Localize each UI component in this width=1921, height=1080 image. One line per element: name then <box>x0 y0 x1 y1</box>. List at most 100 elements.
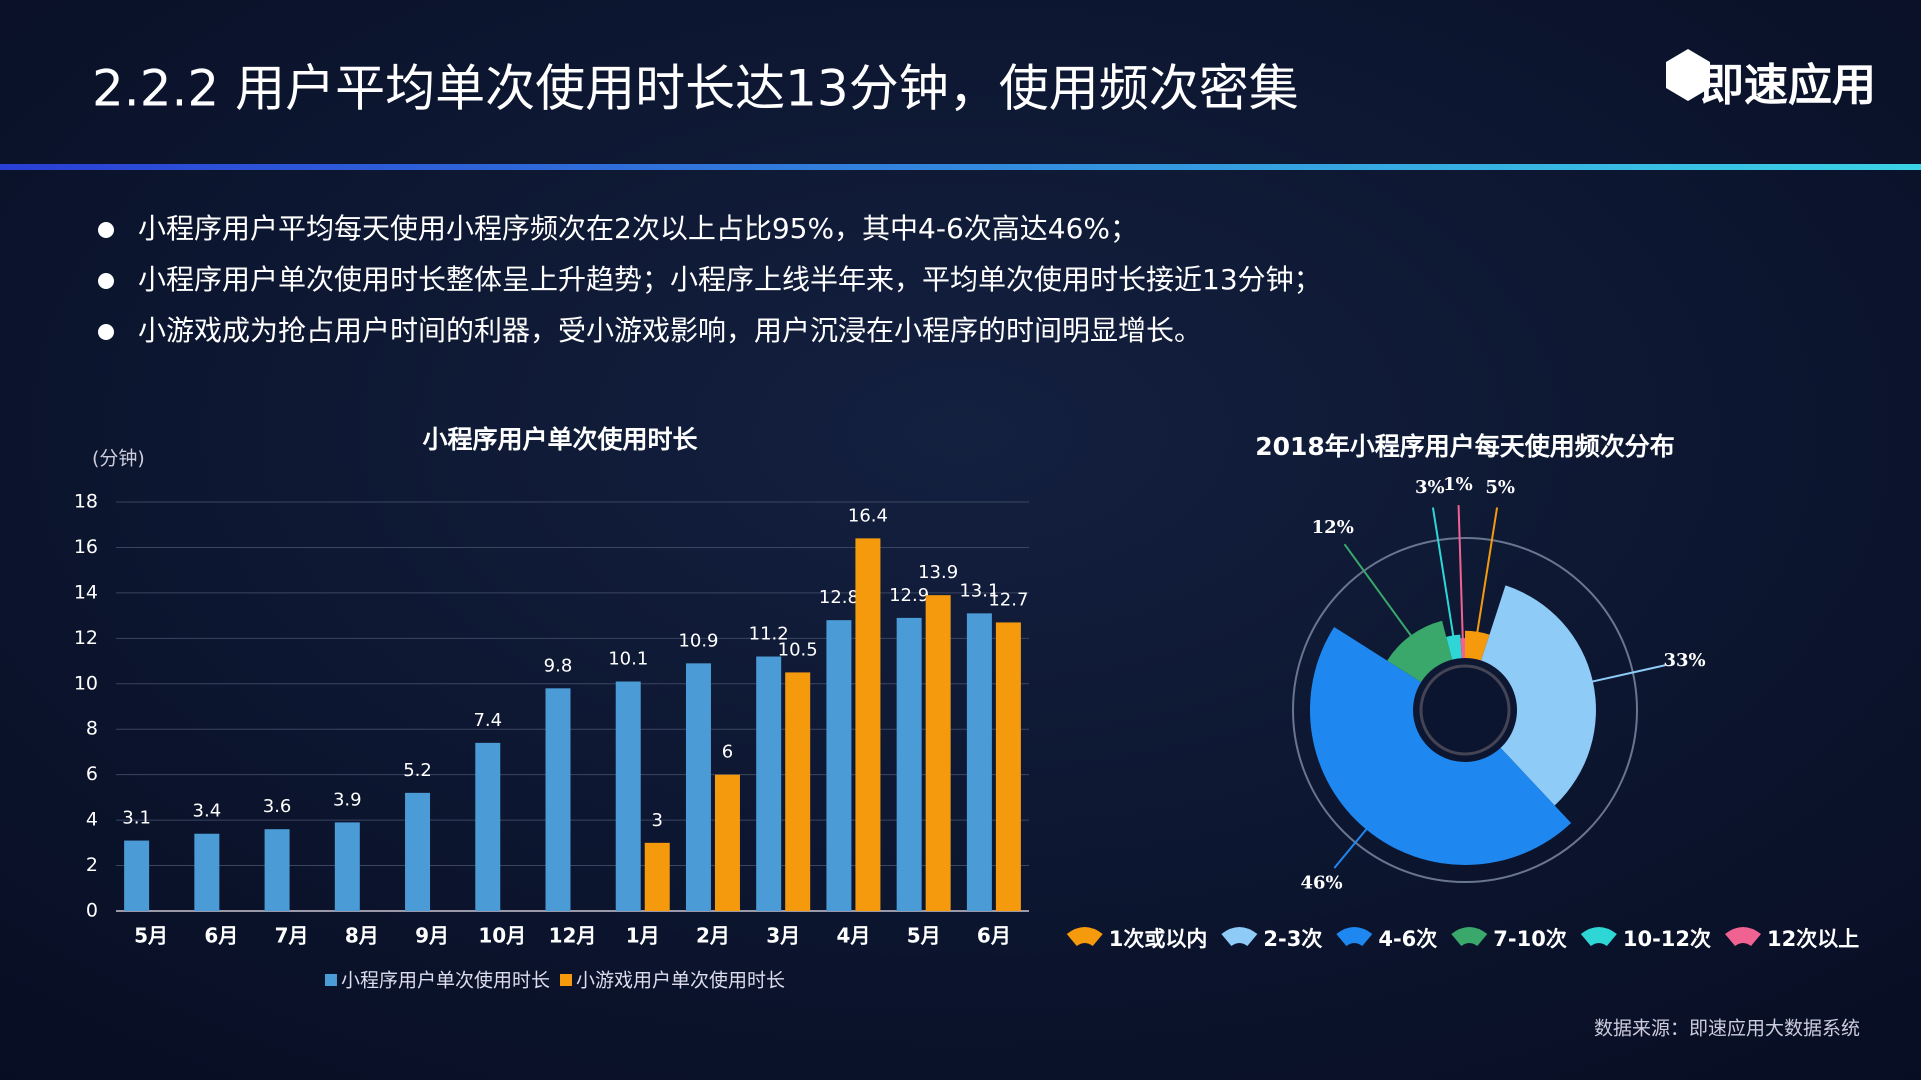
bar <box>124 840 150 911</box>
legend-label: 1次或以内 <box>1109 927 1208 951</box>
legend-label: 10-12次 <box>1623 927 1711 951</box>
x-tick-label: 7月 <box>275 924 309 948</box>
value-label: 11.2 <box>749 624 789 645</box>
value-label: 5% <box>1485 477 1515 498</box>
x-tick-label: 5月 <box>907 924 941 948</box>
x-tick-label: 9月 <box>415 924 449 948</box>
bar <box>194 833 220 911</box>
value-label: 3 <box>652 810 663 831</box>
leader-line <box>1431 507 1455 640</box>
y-tick-label: 16 <box>74 536 98 558</box>
y-axis-label: (分钟) <box>92 448 145 470</box>
y-tick-label: 18 <box>74 491 98 513</box>
bar <box>714 774 740 911</box>
chart-title: 小程序用户单次使用时长 <box>422 425 698 454</box>
value-label: 12.9 <box>889 585 929 606</box>
rose-segment <box>1465 630 1490 661</box>
x-tick-label: 12月 <box>549 924 597 948</box>
legend-label: 12次以上 <box>1767 927 1859 951</box>
bar <box>896 617 922 911</box>
bar <box>925 595 951 911</box>
leader-line <box>1333 825 1370 869</box>
outer-ring <box>1292 537 1638 883</box>
legend-label: 小程序用户单次使用时长 <box>341 970 550 992</box>
bar <box>545 688 571 911</box>
bar <box>615 681 641 911</box>
legend-swatch <box>1336 927 1373 946</box>
value-label: 33% <box>1664 650 1706 671</box>
x-tick-label: 3月 <box>766 924 800 948</box>
legend: 1次或以内 2-3次 4-6次 7-10次 10-12次 12次以上 <box>1066 927 1859 951</box>
logo: 即速应用 <box>1666 49 1876 111</box>
legend-label: 7-10次 <box>1493 927 1567 951</box>
bar <box>334 822 360 911</box>
legend: 小程序用户单次使用时长 小游戏用户单次使用时长 <box>324 970 785 992</box>
bullet-text: 小游戏成为抢占用户时间的利器，受小游戏影响，用户沉浸在小程序的时间明显增长。 <box>138 314 1202 347</box>
value-label: 1% <box>1443 474 1473 495</box>
value-label: 10.5 <box>778 639 818 660</box>
y-tick-label: 12 <box>74 627 98 649</box>
leader-line <box>1588 664 1666 684</box>
bar <box>995 622 1021 911</box>
slide-title: 2.2.2 用户平均单次使用时长达13分钟，使用频次密集 <box>92 60 1299 118</box>
y-tick-label: 4 <box>86 809 98 831</box>
rose-segment <box>1460 638 1465 659</box>
y-tick-label: 0 <box>86 900 98 922</box>
x-tick-label: 6月 <box>204 924 238 948</box>
y-tick-label: 14 <box>74 581 98 603</box>
value-label: 3.4 <box>193 801 222 822</box>
y-tick-label: 8 <box>86 718 98 740</box>
legend-label: 2-3次 <box>1263 927 1322 951</box>
value-label: 12.7 <box>988 589 1028 610</box>
bar <box>826 620 852 911</box>
legend-swatch <box>1725 927 1762 946</box>
value-label: 6 <box>722 742 733 763</box>
bullet-dot <box>98 324 114 340</box>
value-label: 12.8 <box>819 587 859 608</box>
bullet-text: 小程序用户平均每天使用小程序频次在2次以上占比95%，其中4-6次高达46%； <box>138 212 1138 245</box>
y-tick-label: 6 <box>86 763 98 785</box>
value-label: 3.1 <box>122 808 151 829</box>
legend-swatch <box>1580 927 1617 946</box>
bar <box>785 672 811 911</box>
bar <box>966 613 992 911</box>
bar <box>855 538 881 911</box>
value-label: 5.2 <box>403 760 432 781</box>
value-label: 10.1 <box>608 649 648 670</box>
value-label: 13.9 <box>918 562 958 583</box>
hole <box>1419 664 1511 756</box>
value-label: 46% <box>1301 872 1343 893</box>
rose-segment <box>1446 634 1462 660</box>
value-label: 3% <box>1415 477 1445 498</box>
chart-title: 2018年小程序用户每天使用频次分布 <box>1255 432 1675 461</box>
bullet-dot <box>98 273 114 289</box>
bar <box>264 829 290 911</box>
x-tick-label: 4月 <box>836 924 870 948</box>
divider <box>0 164 1921 170</box>
value-label: 12% <box>1312 517 1354 538</box>
logo-text: 即速应用 <box>1700 60 1876 111</box>
leader-line <box>1475 507 1499 636</box>
bar <box>756 656 782 911</box>
value-label: 10.9 <box>678 630 718 651</box>
legend-label: 小游戏用户单次使用时长 <box>576 970 785 992</box>
bar <box>405 792 431 911</box>
x-tick-label: 8月 <box>345 924 379 948</box>
rose-segment <box>1387 620 1453 683</box>
value-label: 16.4 <box>848 505 888 526</box>
value-label: 13.1 <box>959 580 999 601</box>
leader-line <box>1343 543 1414 640</box>
legend-swatch <box>1066 927 1103 946</box>
legend-swatch <box>324 974 337 986</box>
bullet-text: 小程序用户单次使用时长整体呈上升趋势；小程序上线半年来，平均单次使用时长接近13… <box>138 263 1322 296</box>
legend-swatch <box>1451 927 1488 946</box>
x-tick-label: 2月 <box>696 924 730 948</box>
bar <box>475 742 501 911</box>
x-tick-label: 1月 <box>626 924 660 948</box>
rose-segment <box>1481 585 1596 806</box>
y-tick-label: 2 <box>86 854 98 876</box>
x-tick-label: 5月 <box>134 924 168 948</box>
